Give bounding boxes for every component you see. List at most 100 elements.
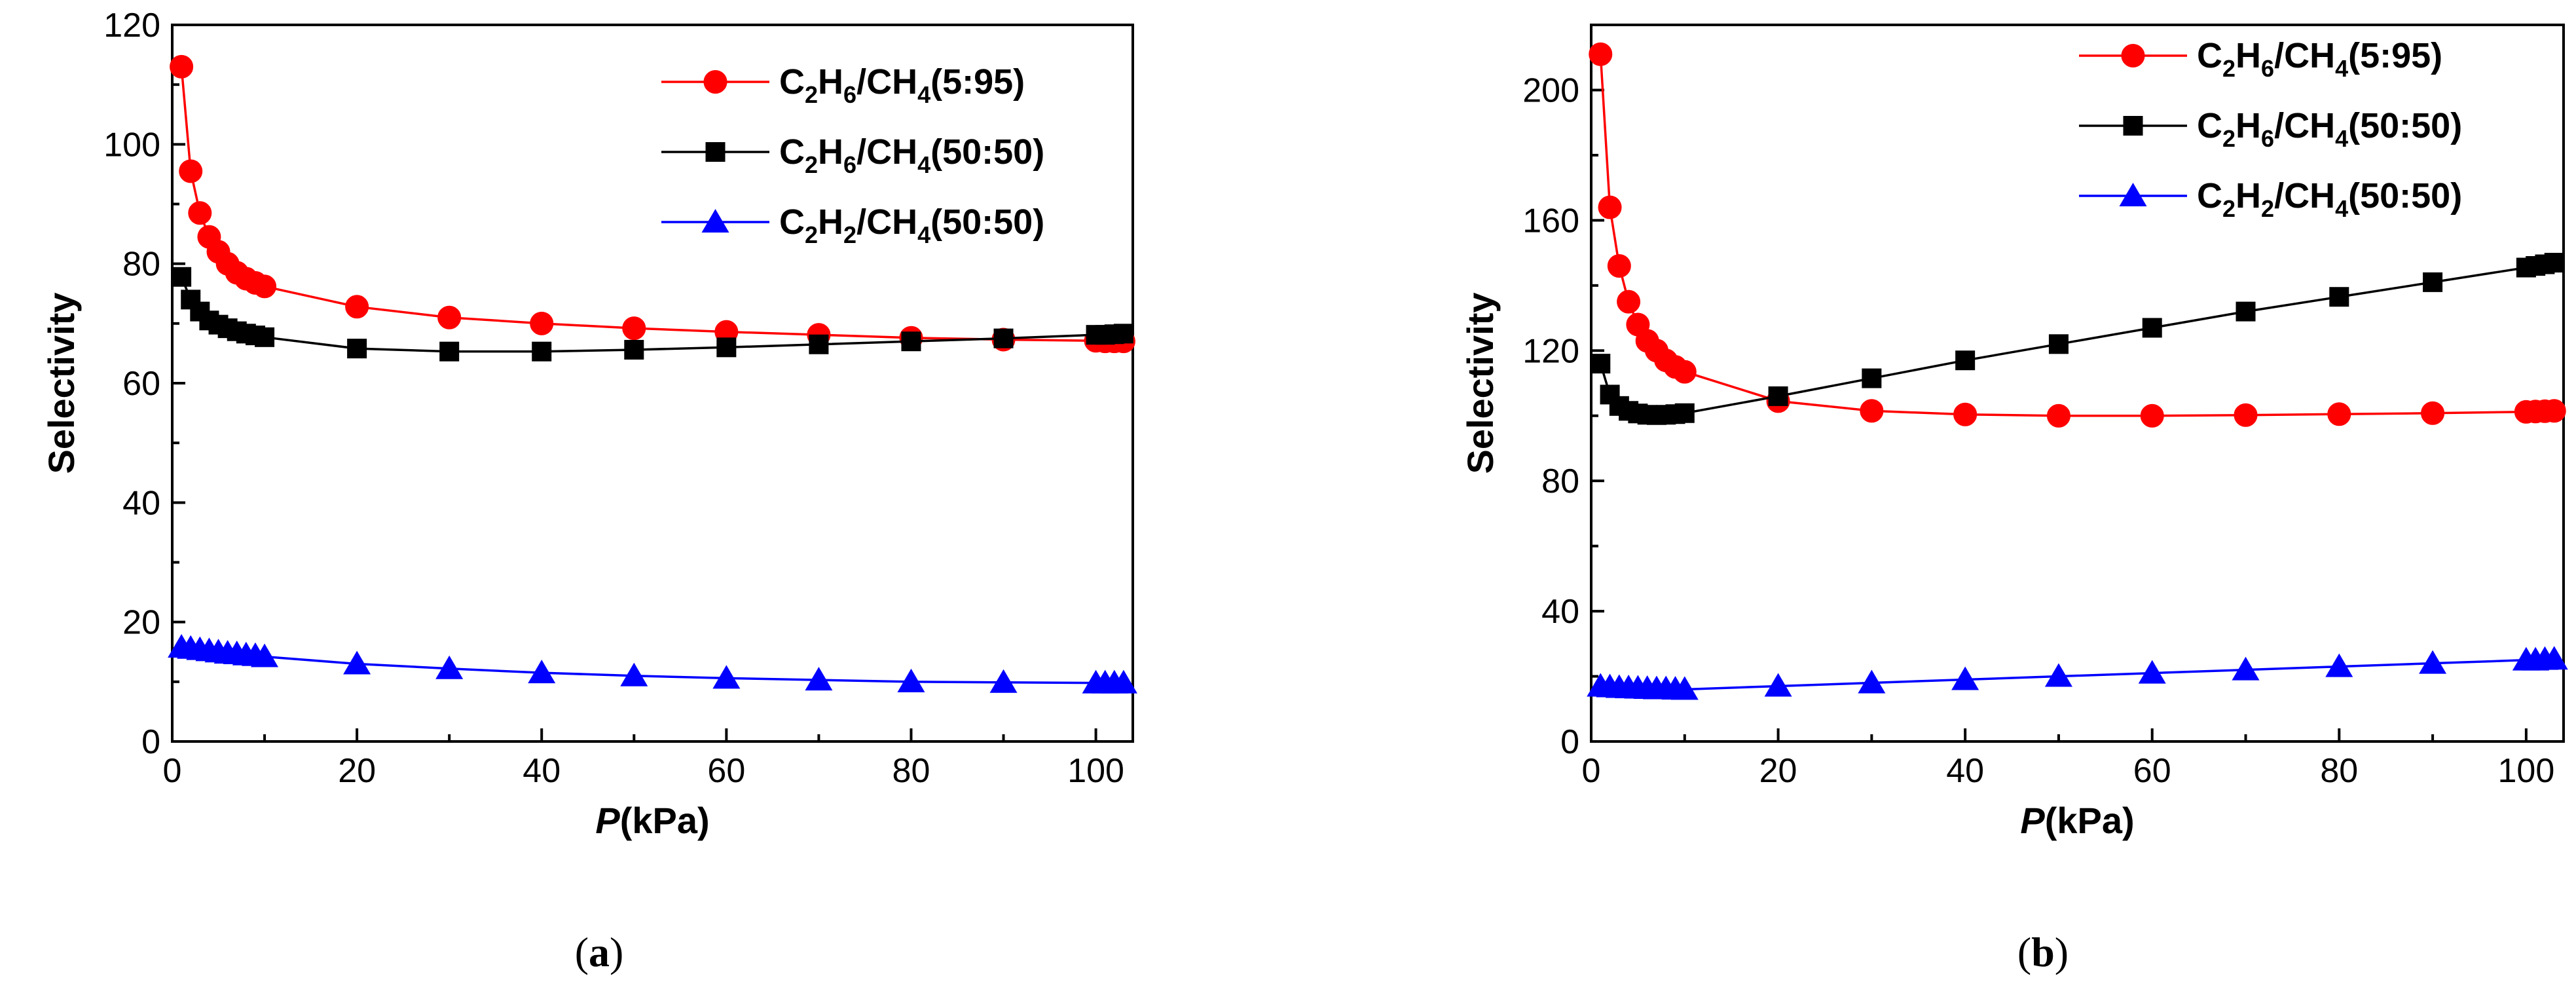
panel-a-x-tick-label: 80 (892, 752, 930, 790)
panel-b-x-axis-unit: (kPa) (2045, 800, 2135, 841)
panel-a-legend-label-part-4: /CH (856, 132, 917, 172)
panel-b-data-point (2421, 401, 2445, 425)
panel-b-legend-label-part-6: (5:95) (2348, 36, 2442, 75)
panel-b-legend-label-part-5: 4 (2335, 55, 2348, 82)
panel-a-data-point (347, 339, 367, 359)
panel-a-legend-label-part-0: C (779, 132, 805, 172)
panel-a-legend-label: C2H6/CH4(50:50) (779, 132, 1044, 178)
panel-b-legend-label-part-3: 6 (2261, 125, 2274, 152)
panel-b-x-tick-label: 40 (1946, 752, 1984, 790)
panel-b-legend-label-part-6: (50:50) (2348, 106, 2462, 145)
panel-b-legend: C2H6/CH4(5:95)C2H6/CH4(50:50)C2H2/CH4(50… (2079, 36, 2462, 222)
panel-a-x-tick-label: 60 (707, 752, 745, 790)
panel-a-legend-label-part-4: /CH (856, 202, 917, 242)
panel-b-data-point (2046, 403, 2070, 428)
panel-b-y-tick-label: 80 (1541, 462, 1579, 500)
panel-a-legend-label-part-1: 2 (805, 151, 818, 178)
panel-b-y-tick-label: 160 (1522, 202, 1579, 240)
panel-a-data-point (345, 295, 369, 319)
panel-a-series-line (180, 276, 1124, 353)
panel-b-data-point (2329, 287, 2349, 307)
panel-b-legend-label-part-3: 6 (2261, 55, 2274, 82)
panel-b-legend-label-part-5: 4 (2335, 125, 2348, 152)
panel-b-data-point (1591, 354, 1611, 374)
panel-a-data-point (624, 339, 644, 360)
panel-b-legend-label-part-2: H (2236, 176, 2261, 215)
panel-b-data-point (1607, 253, 1631, 278)
panel-b-data-point (1953, 402, 1978, 426)
panel-a-data-point (1109, 669, 1137, 694)
panel-b-x-tick-label: 20 (1759, 752, 1797, 790)
panel-a-x-axis-symbol: P (595, 800, 620, 841)
panel-b-legend-label-part-2: H (2236, 36, 2261, 75)
panel-b-series-circle (1589, 42, 2566, 428)
panel-b-data-point (1670, 676, 1699, 700)
panel-a: 0 20 40 60 80 100 0 20 40 60 80 100 120 P(kPa) Selecti… (41, 7, 1137, 975)
panel-b-data-point (2327, 402, 2351, 426)
panel-a-data-point (435, 655, 464, 679)
panel-a-legend-label-part-5: 4 (917, 221, 930, 248)
panel-b-legend-label-part-5: 4 (2335, 195, 2348, 222)
panel-b-legend-label-part-6: (50:50) (2348, 176, 2462, 215)
panel-b-series-line (1600, 658, 2554, 691)
panel-b-data-point (1862, 368, 1882, 388)
panel-a-legend-label-part-3: 2 (843, 221, 856, 248)
panel-a-series-line (181, 646, 1124, 684)
panel-b-data-point (1951, 666, 1979, 690)
panel-a-y-tick-label: 120 (103, 7, 160, 45)
panel-b-data-point (2423, 272, 2443, 292)
panel-a-x-tick-label: 0 (163, 752, 182, 790)
panel-b-series-triangle (1587, 646, 2568, 700)
panel-a-y-axis-title: Selectivity (41, 292, 82, 474)
panel-b-legend-marker (2123, 116, 2143, 136)
panel-a-y-tick-label: 80 (122, 246, 160, 284)
panel-a-x-axis-unit: (kPa) (620, 800, 710, 841)
panel-a-data-point (528, 660, 556, 684)
panel-b-data-point (1955, 350, 1976, 371)
panel-b-y-tick-label: 0 (1560, 723, 1579, 761)
panel-b-data-point (2325, 653, 2353, 677)
panel-b-legend-label-part-1: 2 (2222, 125, 2236, 152)
panel-b-data-point (1858, 669, 1886, 694)
panel-a-data-point (532, 341, 552, 362)
panel-b-data-point (2142, 318, 2162, 338)
panel-a-x-tick-label: 100 (1067, 752, 1124, 790)
panel-a-legend-label-part-2: H (818, 62, 843, 102)
panel-a-legend-label-part-6: (50:50) (930, 202, 1044, 242)
panel-b-series-line (1599, 261, 2555, 417)
panel-a-legend-label: C2H6/CH4(5:95) (779, 62, 1025, 108)
panel-a-data-point (437, 305, 462, 329)
panel-a-data-point (712, 665, 741, 689)
panel-b-data-point (2236, 301, 2256, 322)
panel-a-data-point (343, 650, 371, 675)
panel-a-legend-marker (703, 70, 727, 94)
panel-a-x-tick-label: 20 (338, 752, 376, 790)
panel-b-legend-label-part-2: H (2236, 106, 2261, 145)
panel-b-data-point (2048, 334, 2069, 354)
panel-b-data-point (2234, 403, 2258, 427)
panel-a-data-point (255, 327, 275, 347)
panel-b-plot-frame (1590, 24, 2565, 743)
panel-b-data-point (2140, 403, 2164, 428)
panel-b-legend-label-part-0: C (2197, 36, 2222, 75)
panel-a-y-tick-label: 100 (103, 126, 160, 164)
panel-a-legend-label-part-2: H (818, 132, 843, 172)
panel-a-series-triangle (168, 633, 1137, 694)
panel-b-data-point (2542, 399, 2566, 423)
panel-a-legend-label-part-6: (5:95) (930, 62, 1025, 102)
panel-b-legend-label-part-4: /CH (2274, 36, 2335, 75)
panel-a-legend-label-part-5: 4 (917, 81, 930, 108)
panel-a-legend-marker (705, 142, 726, 162)
panel-a-legend-label: C2H2/CH4(50:50) (779, 202, 1044, 248)
panel-a-data-point (809, 334, 829, 354)
panel-a-y-tick-label: 0 (141, 723, 160, 761)
panel-b-data-point (2044, 663, 2072, 687)
panel-a-data-point (179, 159, 203, 183)
panel-b-data-point (1674, 403, 1695, 423)
panel-a-y-tick-label: 40 (122, 484, 160, 522)
panel-a-y-tick-label: 20 (122, 604, 160, 642)
panel-a-legend-label-part-0: C (779, 202, 805, 242)
panel-b-y-tick-label: 200 (1522, 71, 1579, 109)
panel-a-data-point (253, 274, 277, 299)
panel-a-data-point (805, 667, 833, 691)
